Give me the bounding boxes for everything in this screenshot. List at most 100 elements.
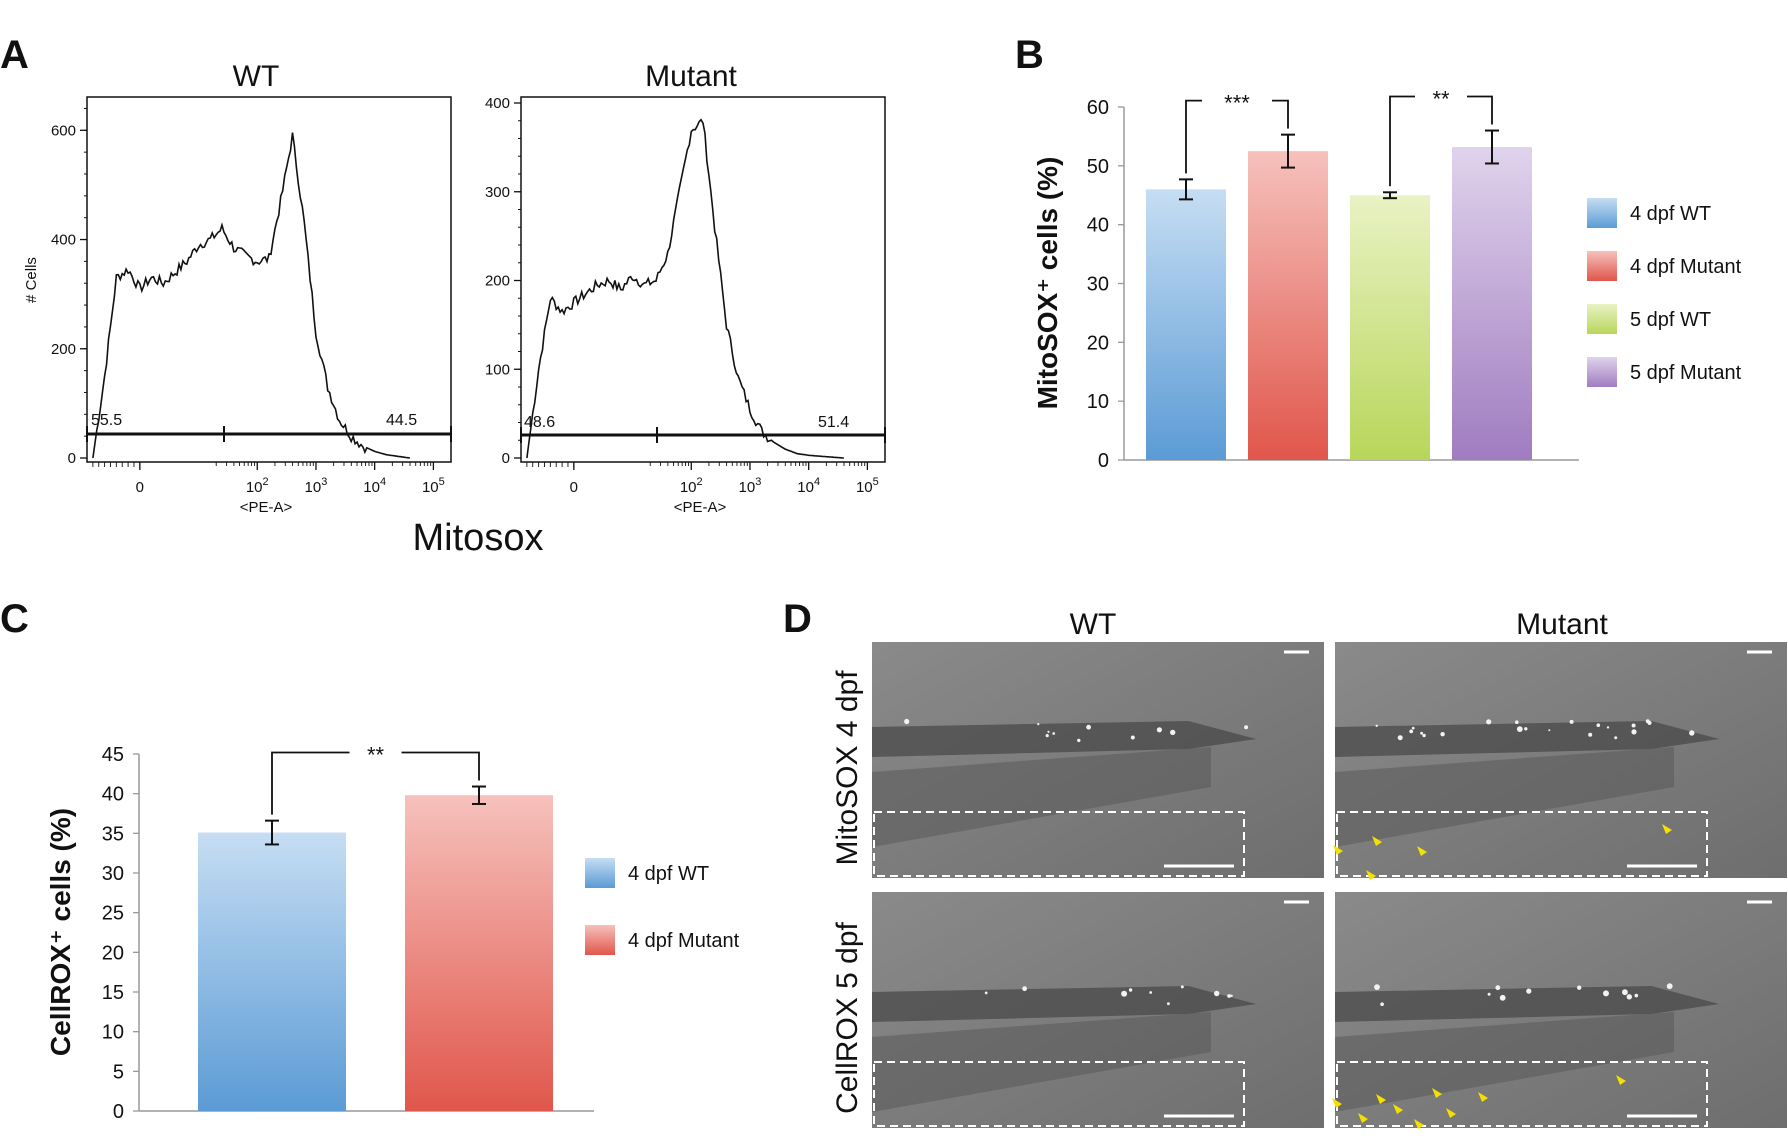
y-tick-label: 40 (102, 784, 124, 806)
y-tick-label: 20 (1087, 332, 1109, 354)
tissue-band (872, 1012, 1211, 1112)
wt-y-tick-label: 200 (51, 341, 76, 358)
wt-x-tick-label: 103 (305, 476, 328, 496)
x-axis-label-mutant: <PE-A> (674, 499, 727, 516)
fluorescent-spot (1596, 723, 1601, 727)
y-tick-label: 45 (102, 744, 124, 766)
significance-label: ** (367, 743, 385, 768)
row-label-mitosox: MitoSOX 4 dpf (831, 670, 864, 866)
fluorescent-spot (1524, 727, 1528, 731)
inset-box (873, 811, 1245, 877)
wt-y-tick-label: 400 (51, 232, 76, 249)
inset-box (1336, 811, 1708, 877)
arrowhead-marker (1333, 845, 1343, 855)
y-tick-label: 5 (113, 1061, 124, 1083)
flow-title-wt: WT (233, 60, 280, 93)
fluorescent-spot (1647, 720, 1652, 726)
y-tick-label: 15 (102, 982, 124, 1004)
bar (1146, 189, 1226, 460)
legend-label: 4 dpf WT (1630, 203, 1711, 225)
arrowhead-marker (1366, 870, 1376, 880)
arrowhead-marker (1393, 1104, 1403, 1114)
column-label-mutant: Mutant (1516, 608, 1608, 641)
fluorescent-spot (1077, 738, 1081, 743)
fluorescent-spot (1227, 994, 1231, 998)
panel-label-a: A (0, 33, 29, 77)
fluorescent-spot (984, 991, 988, 995)
arrowhead-marker (1414, 1119, 1424, 1129)
arrowhead-marker (1417, 846, 1427, 856)
mut-x-tick-label: 0 (570, 479, 578, 496)
fluorescent-spot (1180, 985, 1184, 989)
fluorescent-spot (1499, 994, 1506, 1001)
fluorescent-spot (1422, 733, 1426, 738)
wt-x-tick-label: 0 (136, 479, 144, 496)
x-axis-label-wt: <PE-A> (240, 499, 293, 516)
fluorescent-spot (1548, 729, 1551, 732)
tissue-band (1335, 986, 1720, 1022)
gate-value-wt-right: 44.5 (386, 412, 417, 429)
tissue-band (872, 747, 1211, 847)
legend-swatch (585, 858, 615, 888)
bar-chart-c: 0 5 10 15 20 25 30 35 40 45 CellROX⁺ cells (%) ** 4 … (45, 743, 740, 1123)
legend-swatch (1587, 304, 1617, 334)
legend-label: 5 dpf WT (1630, 309, 1711, 331)
fluorescent-spot (1588, 732, 1593, 737)
flow-shared-xlabel: Mitosox (413, 517, 544, 559)
fluorescent-spot (1047, 730, 1050, 733)
arrowhead-marker (1332, 1098, 1342, 1108)
bar (405, 795, 553, 1111)
y-tick-label: 10 (1087, 391, 1109, 413)
tissue-band (872, 986, 1257, 1022)
y-tick-label: 35 (102, 823, 124, 845)
bar (1248, 151, 1328, 460)
plot-frame-wt (86, 96, 452, 463)
micrograph-mitosox-mutant (1333, 642, 1787, 880)
legend-swatch (1587, 198, 1617, 228)
fluorescent-spot (1214, 990, 1220, 997)
y-tick-label: 30 (1087, 274, 1109, 296)
y-tick-label: 30 (102, 863, 124, 885)
mut-x-tick-label: 105 (856, 476, 879, 496)
y-tick-label: 0 (113, 1101, 124, 1123)
histogram-mutant (526, 118, 844, 459)
gate-value-mut-left: 48.6 (524, 414, 555, 431)
fluorescent-spot (1634, 993, 1639, 998)
fluorescent-spot (1086, 724, 1091, 730)
arrowhead-marker (1432, 1088, 1442, 1098)
y-tick-label: 20 (102, 942, 124, 964)
fluorescent-spot (1167, 1002, 1170, 1006)
tissue-band (1335, 747, 1674, 847)
column-label-wt: WT (1070, 608, 1117, 641)
fluorescent-spot (1230, 994, 1233, 997)
fluorescent-spot (1622, 989, 1628, 996)
fluorescent-spot (1631, 723, 1636, 728)
fluorescent-spot (1045, 734, 1049, 738)
arrowhead-marker (1478, 1092, 1488, 1102)
flow-title-mutant: Mutant (645, 60, 737, 93)
mut-y-tick-label: 100 (485, 361, 510, 378)
y-axis-label: MitoSOX⁺ cells (%) (1032, 157, 1063, 410)
fluorescent-spot (1631, 729, 1637, 735)
mut-y-tick-label: 300 (485, 184, 510, 201)
mut-y-tick-label: 400 (485, 95, 510, 112)
fluorescent-spot (1022, 986, 1027, 992)
legend-swatch (585, 925, 615, 955)
panel-label-b: B (1015, 33, 1044, 77)
fluorescent-spot (1420, 731, 1423, 735)
fluorescent-spot (904, 718, 910, 725)
y-tick-label: 0 (1098, 450, 1109, 472)
fluorescent-spot (1380, 1002, 1384, 1006)
fluorescent-spot (1170, 729, 1176, 736)
fluorescent-spot (1626, 994, 1633, 1000)
y-tick-label: 60 (1087, 97, 1109, 119)
mut-y-tick-label: 200 (485, 273, 510, 290)
arrowhead-marker (1662, 824, 1672, 834)
micrograph-cellrox-wt (872, 892, 1324, 1128)
fluorescent-spot (1516, 726, 1523, 732)
fluorescent-spot (1149, 991, 1153, 994)
fluorescent-spot (1486, 719, 1492, 725)
fluorescent-spot (1411, 726, 1415, 730)
